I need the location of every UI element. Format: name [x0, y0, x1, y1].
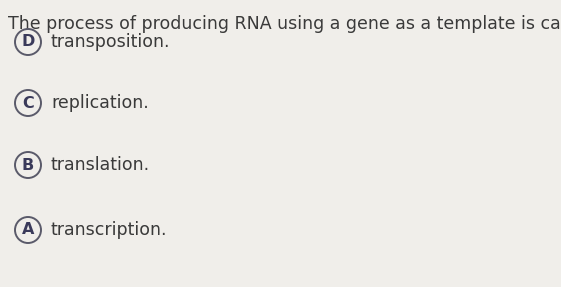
Text: translation.: translation. [51, 156, 150, 174]
Circle shape [15, 90, 41, 116]
Text: B: B [22, 158, 34, 172]
Text: transcription.: transcription. [51, 221, 168, 239]
Circle shape [15, 152, 41, 178]
Circle shape [15, 29, 41, 55]
Text: transposition.: transposition. [51, 33, 171, 51]
Text: C: C [22, 96, 34, 110]
Circle shape [15, 217, 41, 243]
Text: A: A [22, 222, 34, 238]
Text: D: D [21, 34, 35, 49]
Text: The process of producing RNA using a gene as a template is called: The process of producing RNA using a gen… [8, 15, 561, 33]
Text: replication.: replication. [51, 94, 149, 112]
